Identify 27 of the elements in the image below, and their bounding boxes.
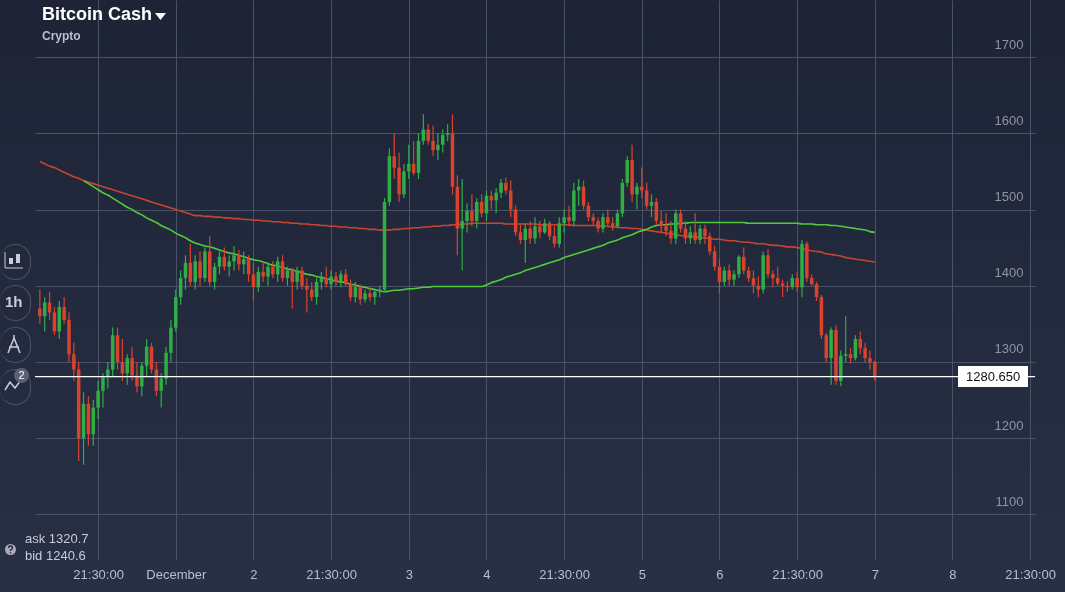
y-tick-label: 1600 — [994, 112, 1024, 128]
x-tick-label: 5 — [638, 566, 646, 582]
x-tick-label: 21:30:00 — [306, 566, 357, 582]
ref-line-label: 1280.650 — [958, 365, 1029, 387]
x-tick-label: 4 — [483, 566, 491, 582]
y-tick-label: 1100 — [995, 493, 1024, 509]
x-tick-label: 21:30:00 — [73, 566, 124, 582]
annotation: ask 1320.7 — [25, 530, 89, 547]
chart-title: Bitcoin Cash — [42, 4, 153, 25]
y-tick-label: 1500 — [994, 189, 1024, 205]
text: 1h — [4, 293, 24, 310]
x-tick-label: 21:30:00 — [1005, 566, 1056, 582]
x-tick-label: December — [146, 566, 207, 582]
x-tick-label: 7 — [871, 566, 879, 582]
text: Crypto — [42, 29, 82, 43]
y-tick-label: 1400 — [994, 265, 1024, 281]
x-tick-label: 6 — [716, 566, 724, 582]
x-tick-label: 21:30:00 — [539, 566, 590, 582]
y-tick-label: 1300 — [994, 341, 1024, 357]
y-tick-label: 1200 — [994, 417, 1024, 433]
x-tick-label: 21:30:00 — [772, 566, 823, 582]
x-tick-label: 8 — [949, 566, 957, 582]
text: 2 — [14, 368, 29, 383]
y-tick-label: 1700 — [994, 36, 1024, 52]
x-tick-label: 3 — [405, 566, 413, 582]
annotation: bid 1240.6 — [25, 547, 87, 564]
x-tick-label: 2 — [250, 566, 258, 582]
